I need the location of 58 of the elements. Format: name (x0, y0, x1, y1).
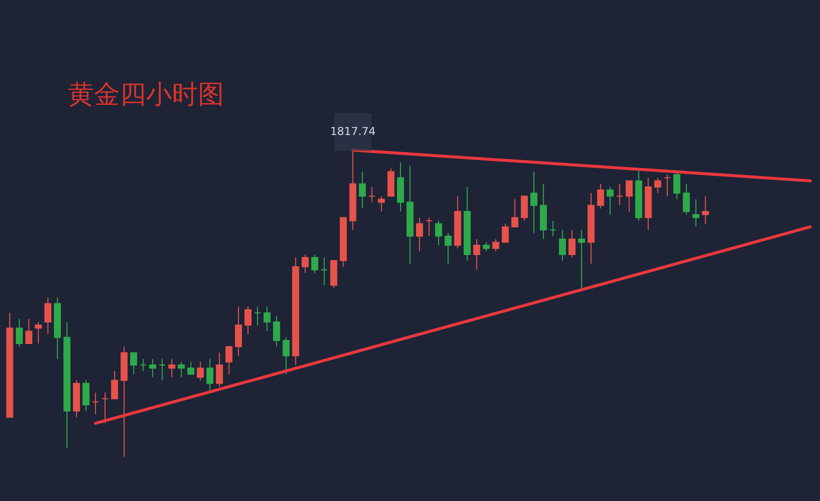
candlestick (368, 186, 376, 203)
candlestick (616, 183, 624, 206)
candlestick (92, 392, 100, 415)
candlestick (502, 223, 509, 243)
candlestick (435, 220, 442, 246)
candlestick (473, 238, 480, 270)
candlestick (606, 186, 614, 216)
candlestick (492, 238, 500, 252)
candlestick (216, 352, 223, 387)
candlestick (102, 392, 109, 424)
candlestick (444, 232, 452, 264)
annotation: 1817.74 (330, 125, 376, 138)
candlestick (568, 229, 576, 258)
candlestick (187, 361, 194, 375)
candlestick (149, 358, 156, 378)
candlestick (130, 352, 138, 375)
candlestick (254, 306, 262, 326)
candlestick (234, 306, 242, 356)
candlestick (378, 196, 385, 212)
candlestick (682, 183, 690, 216)
candlestick (520, 196, 528, 222)
candlestick (549, 220, 556, 237)
candlestick (558, 229, 566, 262)
candlestick (302, 254, 309, 274)
chart-title: 黄金四小时图 (68, 80, 224, 110)
candlestick (482, 242, 490, 252)
candlestick (702, 196, 709, 224)
candlestick (416, 217, 424, 252)
candlestick (511, 198, 518, 228)
candlestick (578, 229, 586, 289)
candlestick (225, 346, 232, 375)
candlestick (692, 198, 700, 228)
candlestick (44, 296, 52, 335)
candlestick (311, 254, 318, 274)
candlestick (82, 380, 90, 412)
candlestick (358, 171, 366, 209)
candlestick (16, 318, 23, 348)
candlestick (140, 358, 147, 372)
candlestick (426, 217, 433, 237)
candlestick (25, 318, 32, 344)
candlestick (168, 358, 176, 378)
candlestick (273, 315, 280, 348)
candlestick (244, 306, 252, 335)
candlestick (320, 257, 328, 286)
candlestick (597, 183, 604, 209)
candlestick (158, 358, 166, 381)
candlestick (178, 361, 185, 378)
candlestick (264, 306, 271, 332)
candlestick (664, 174, 671, 197)
candlestick (626, 180, 633, 212)
candlestick (530, 171, 538, 234)
candlestick (34, 322, 42, 344)
candlestick (111, 370, 118, 400)
candlestick (282, 336, 290, 375)
candlestick (196, 361, 204, 381)
candlestick (654, 177, 662, 194)
candlestick (206, 358, 214, 394)
candlestick (673, 171, 680, 200)
